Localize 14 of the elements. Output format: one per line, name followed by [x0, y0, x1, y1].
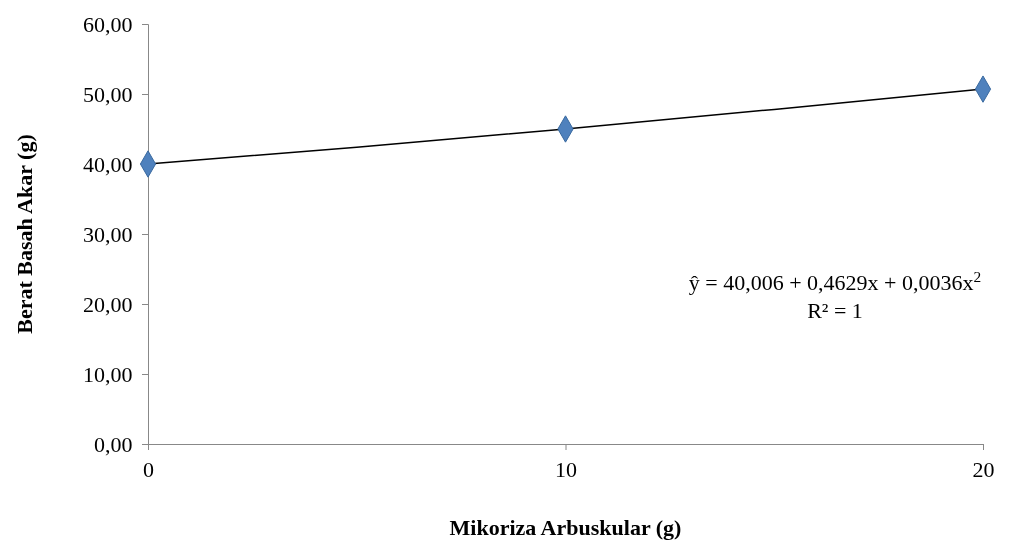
y-tick-label: 20,00 — [82, 291, 133, 317]
y-tick-label: 40,00 — [82, 151, 133, 177]
y-tick-label: 50,00 — [82, 81, 133, 107]
annotation: R² = 1 — [807, 298, 863, 323]
y-tick-label: 0,00 — [93, 431, 133, 457]
y-tick-label: 60,00 — [82, 11, 133, 37]
y-tick-label: 30,00 — [82, 221, 133, 247]
y-tick-label: 10,00 — [82, 361, 133, 387]
x-axis-title: Mikoriza Arbuskular (g) — [449, 515, 682, 540]
x-tick-label: 20 — [972, 457, 995, 483]
x-tick-label: 0 — [143, 457, 154, 483]
y-axis-title: Berat Basah Akar (g) — [12, 134, 37, 334]
x-tick-label: 10 — [555, 457, 577, 483]
annotation: ŷ = 40,006 + 0,4629x + 0,0036x$^{2}$ — [688, 267, 982, 295]
